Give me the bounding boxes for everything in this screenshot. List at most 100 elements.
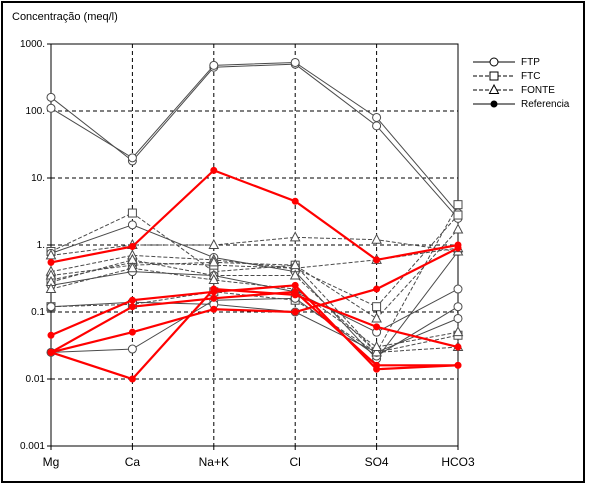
legend-label: FONTE bbox=[521, 85, 555, 96]
data-point bbox=[372, 121, 382, 131]
data-point bbox=[210, 305, 218, 313]
series-line bbox=[50, 229, 459, 320]
data-point bbox=[452, 223, 464, 234]
data-point bbox=[372, 112, 382, 122]
series-referencia bbox=[47, 166, 462, 266]
series-line bbox=[50, 290, 458, 367]
data-point bbox=[128, 296, 136, 304]
y-tick-label: 1000. bbox=[20, 39, 45, 50]
data-point bbox=[289, 259, 301, 270]
data-point bbox=[47, 258, 55, 266]
y-tick-label: 0.01 bbox=[26, 374, 46, 385]
series-line bbox=[50, 267, 459, 348]
series-referencia bbox=[47, 288, 462, 369]
legend-item: FTC bbox=[473, 71, 540, 82]
series-line bbox=[50, 61, 459, 214]
data-point bbox=[488, 83, 500, 94]
data-point bbox=[210, 285, 218, 293]
data-point bbox=[371, 233, 382, 244]
data-point bbox=[489, 71, 499, 81]
series-ftc bbox=[46, 287, 463, 357]
y-tick-label: 1. bbox=[37, 240, 45, 251]
data-point bbox=[291, 281, 299, 289]
legend-item: FONTE bbox=[473, 83, 555, 96]
data-point bbox=[373, 256, 381, 264]
data-point bbox=[128, 242, 136, 250]
data-point bbox=[490, 100, 498, 108]
data-point bbox=[209, 60, 219, 70]
legend-item: FTP bbox=[473, 57, 540, 68]
data-point bbox=[372, 302, 382, 312]
data-point bbox=[453, 302, 463, 312]
x-tick-label: HCO3 bbox=[441, 455, 475, 469]
series-referencia bbox=[47, 281, 462, 373]
series-line bbox=[50, 204, 459, 354]
legend: FTP FTC FONTE Referencia bbox=[473, 57, 570, 110]
series-line bbox=[50, 169, 459, 264]
data-point bbox=[371, 346, 382, 357]
data-point bbox=[46, 92, 56, 102]
gridlines bbox=[51, 44, 458, 446]
x-axis: Mg Ca Na+K Cl SO4 HCO3 bbox=[43, 446, 475, 469]
data-point bbox=[453, 284, 463, 294]
legend-item: Referencia bbox=[473, 99, 570, 110]
chart-title: Concentração (meq/l) bbox=[12, 11, 118, 23]
data-point bbox=[290, 57, 300, 67]
x-tick-label: SO4 bbox=[365, 455, 389, 469]
y-tick-label: 0.001 bbox=[20, 441, 45, 452]
legend-label: FTC bbox=[521, 71, 540, 82]
chart-frame: Concentração (meq/l) 1000. 100. 10. 1. 0.1 0.… bbox=[1, 1, 585, 483]
series-line bbox=[50, 284, 459, 371]
data-point bbox=[291, 308, 299, 316]
data-point bbox=[128, 303, 136, 311]
series-line bbox=[50, 63, 459, 219]
data-point bbox=[208, 238, 220, 249]
data-point bbox=[47, 331, 55, 339]
series-line bbox=[50, 236, 459, 256]
data-point bbox=[454, 244, 462, 252]
data-point bbox=[489, 57, 499, 67]
data-point bbox=[373, 323, 381, 331]
data-point bbox=[371, 340, 382, 352]
x-tick-label: Na+K bbox=[199, 455, 229, 469]
data-point bbox=[453, 210, 463, 220]
legend-label: Referencia bbox=[521, 99, 570, 110]
data-point bbox=[127, 344, 137, 354]
data-point bbox=[453, 313, 463, 323]
x-tick-label: Mg bbox=[43, 455, 60, 469]
series-line bbox=[50, 224, 459, 360]
data-point bbox=[45, 249, 57, 260]
data-point bbox=[371, 312, 382, 323]
data-point bbox=[291, 197, 299, 205]
data-point bbox=[208, 256, 220, 267]
x-tick-label: Cl bbox=[290, 455, 301, 469]
data-point bbox=[453, 200, 463, 210]
data-point bbox=[127, 262, 138, 273]
series-referencia bbox=[47, 244, 462, 356]
data-point bbox=[454, 343, 462, 351]
series-line bbox=[50, 259, 459, 353]
data-point bbox=[452, 326, 464, 337]
series-line bbox=[50, 297, 459, 357]
data-point bbox=[46, 302, 56, 312]
data-point bbox=[291, 288, 299, 296]
series-fonte bbox=[45, 223, 464, 323]
series-ftp bbox=[46, 293, 463, 361]
series-line bbox=[50, 214, 459, 308]
series-ftp bbox=[46, 57, 463, 218]
y-tick-label: 10. bbox=[31, 173, 45, 184]
x-tick-label: Ca bbox=[125, 455, 141, 469]
schoeller-diagram: Concentração (meq/l) 1000. 100. 10. 1. 0.1 0.… bbox=[12, 11, 570, 469]
data-point bbox=[45, 282, 57, 294]
y-tick-label: 100. bbox=[26, 106, 45, 117]
data-point bbox=[127, 208, 137, 218]
data-point bbox=[454, 361, 462, 369]
data-point bbox=[127, 220, 137, 230]
series-ftp bbox=[46, 297, 463, 357]
data-point bbox=[373, 285, 381, 293]
series-fonte bbox=[45, 241, 464, 276]
data-point bbox=[208, 273, 220, 285]
series-layer bbox=[45, 57, 464, 383]
y-tick-label: 0.1 bbox=[31, 307, 45, 318]
data-point bbox=[46, 103, 56, 113]
